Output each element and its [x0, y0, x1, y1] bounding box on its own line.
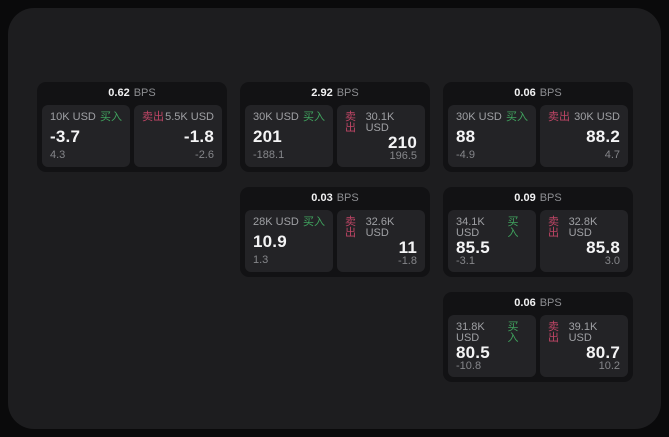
buy-amount: 31.8K USD — [456, 321, 485, 344]
buy-label: 买入 — [507, 321, 519, 344]
bps-value: 0.06 — [514, 87, 536, 99]
card-header: 0.06 BPS — [443, 82, 633, 105]
card-body: 30K USD 买入 201 -188.1 卖出 30.1K USD 210 1… — [240, 105, 430, 167]
card-header: 0.06 BPS — [443, 292, 633, 315]
sell-sub-value: 3.0 — [604, 255, 620, 267]
buy-tile[interactable]: 28K USD 买入 10.9 1.3 — [245, 210, 333, 272]
sell-amount: 32.6K USD — [365, 216, 395, 239]
buy-amount: 34.1K USD — [456, 216, 485, 239]
buy-tile[interactable]: 34.1K USD 买入 85.5 -3.1 — [448, 210, 536, 272]
sell-sub-value: 196.5 — [389, 150, 417, 162]
sell-tile[interactable]: 卖出 32.8K USD 85.8 3.0 — [540, 210, 628, 272]
sell-sub-value: 10.2 — [598, 360, 620, 372]
quote-card: 0.06 BPS 31.8K USD 买入 80.5 -10.8 卖出 39.1… — [443, 292, 633, 382]
sell-amount: 32.8K USD — [568, 216, 598, 239]
sell-label: 卖出 — [548, 216, 559, 239]
bps-unit-label: BPS — [539, 192, 562, 204]
buy-amount: 30K USD — [456, 111, 502, 123]
bps-unit-label: BPS — [336, 192, 359, 204]
quote-card: 0.03 BPS 28K USD 买入 10.9 1.3 卖出 32.6K US… — [240, 187, 430, 277]
sell-price: 210 — [388, 133, 417, 152]
sell-price: 85.8 — [586, 238, 620, 257]
bps-unit-label: BPS — [539, 297, 562, 309]
buy-sub-value: -10.8 — [456, 360, 482, 372]
sell-tile[interactable]: 卖出 39.1K USD 80.7 10.2 — [540, 315, 628, 377]
sell-price: 11 — [398, 238, 417, 257]
bps-value: 0.03 — [311, 192, 333, 204]
buy-label: 买入 — [303, 111, 325, 123]
buy-label: 买入 — [507, 216, 519, 239]
bps-value: 0.09 — [514, 192, 536, 204]
buy-label: 买入 — [100, 111, 122, 123]
buy-tile[interactable]: 30K USD 买入 88 -4.9 — [448, 105, 536, 167]
bps-value: 2.92 — [311, 87, 333, 99]
bps-value: 0.62 — [108, 87, 130, 99]
card-header: 0.62 BPS — [37, 82, 227, 105]
card-body: 34.1K USD 买入 85.5 -3.1 卖出 32.8K USD 85.8… — [443, 210, 633, 272]
buy-sub-value: -4.9 — [456, 149, 475, 161]
card-body: 31.8K USD 买入 80.5 -10.8 卖出 39.1K USD 80.… — [443, 315, 633, 377]
buy-price: 10.9 — [253, 232, 287, 251]
quote-card: 0.09 BPS 34.1K USD 买入 85.5 -3.1 卖出 32.8K… — [443, 187, 633, 277]
quotes-panel: 0.62 BPS 10K USD 买入 -3.7 4.3 卖出 5.5K USD — [8, 8, 661, 429]
buy-sub-value: -188.1 — [253, 149, 285, 161]
bps-value: 0.06 — [514, 297, 536, 309]
sell-tile[interactable]: 卖出 5.5K USD -1.8 -2.6 — [134, 105, 222, 167]
sell-sub-value: -2.6 — [195, 149, 214, 161]
card-body: 28K USD 买入 10.9 1.3 卖出 32.6K USD 11 -1.8 — [240, 210, 430, 272]
sell-price: 88.2 — [586, 127, 620, 146]
sell-label: 卖出 — [548, 321, 559, 344]
sell-label: 卖出 — [345, 216, 356, 239]
buy-tile[interactable]: 30K USD 买入 201 -188.1 — [245, 105, 333, 167]
card-body: 30K USD 买入 88 -4.9 卖出 30K USD 88.2 4.7 — [443, 105, 633, 167]
bps-unit-label: BPS — [539, 87, 562, 99]
buy-amount: 30K USD — [253, 111, 299, 123]
bps-unit-label: BPS — [133, 87, 156, 99]
sell-label: 卖出 — [548, 111, 570, 123]
card-header: 0.09 BPS — [443, 187, 633, 210]
sell-label: 卖出 — [345, 111, 356, 134]
buy-sub-value: 4.3 — [50, 149, 66, 161]
buy-sub-value: 1.3 — [253, 254, 269, 266]
buy-label: 买入 — [506, 111, 528, 123]
quote-card: 0.06 BPS 30K USD 买入 88 -4.9 卖出 30K USD — [443, 82, 633, 172]
buy-tile[interactable]: 10K USD 买入 -3.7 4.3 — [42, 105, 130, 167]
buy-amount: 28K USD — [253, 216, 299, 228]
quote-card: 2.92 BPS 30K USD 买入 201 -188.1 卖出 30.1K … — [240, 82, 430, 172]
buy-sub-value: -3.1 — [456, 255, 475, 267]
sell-sub-value: -1.8 — [398, 255, 417, 267]
sell-price: 80.7 — [586, 343, 620, 362]
card-body: 10K USD 买入 -3.7 4.3 卖出 5.5K USD -1.8 -2.… — [37, 105, 227, 167]
buy-price: 85.5 — [456, 238, 490, 257]
buy-amount: 10K USD — [50, 111, 96, 123]
buy-price: 80.5 — [456, 343, 490, 362]
sell-amount: 39.1K USD — [568, 321, 598, 344]
card-header: 2.92 BPS — [240, 82, 430, 105]
buy-price: -3.7 — [50, 127, 81, 146]
sell-label: 卖出 — [142, 111, 164, 123]
buy-tile[interactable]: 31.8K USD 买入 80.5 -10.8 — [448, 315, 536, 377]
buy-price: 88 — [456, 127, 476, 146]
sell-price: -1.8 — [183, 127, 214, 146]
sell-tile[interactable]: 卖出 32.6K USD 11 -1.8 — [337, 210, 425, 272]
bps-unit-label: BPS — [336, 87, 359, 99]
buy-label: 买入 — [303, 216, 325, 228]
sell-amount: 30.1K USD — [365, 111, 395, 134]
sell-amount: 5.5K USD — [165, 111, 214, 123]
sell-tile[interactable]: 卖出 30K USD 88.2 4.7 — [540, 105, 628, 167]
quote-card: 0.62 BPS 10K USD 买入 -3.7 4.3 卖出 5.5K USD — [37, 82, 227, 172]
sell-amount: 30K USD — [574, 111, 620, 123]
card-header: 0.03 BPS — [240, 187, 430, 210]
sell-sub-value: 4.7 — [604, 149, 620, 161]
buy-price: 201 — [253, 127, 282, 146]
sell-tile[interactable]: 卖出 30.1K USD 210 196.5 — [337, 105, 425, 167]
